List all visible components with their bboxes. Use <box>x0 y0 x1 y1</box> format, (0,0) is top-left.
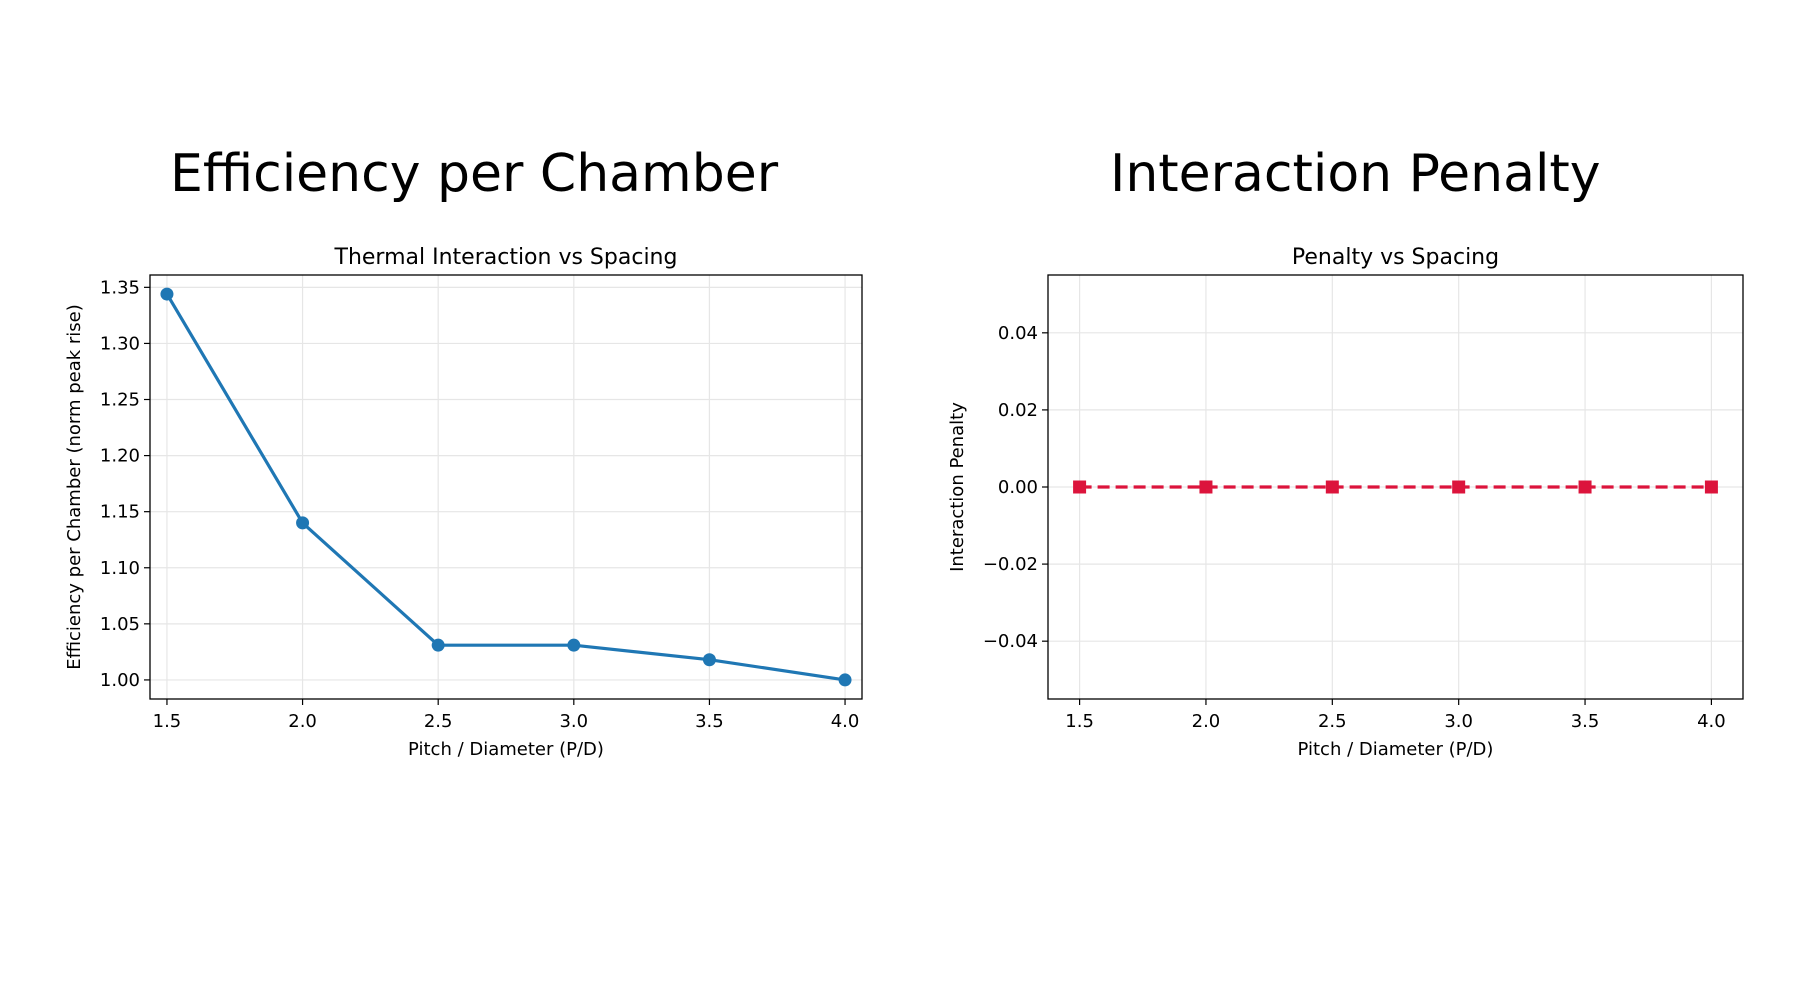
left-chart-data-point <box>160 287 174 301</box>
right-chart-data-point <box>1325 480 1339 494</box>
left-chart-ytick-label: 1.15 <box>100 502 140 523</box>
right-chart-title: Penalty vs Spacing <box>1292 245 1499 270</box>
left-chart-title: Thermal Interaction vs Spacing <box>334 245 678 270</box>
right-chart-xtick-label: 2.5 <box>1318 711 1347 732</box>
right-chart-xtick-label: 2.0 <box>1192 711 1221 732</box>
left-chart-data-point <box>567 638 581 652</box>
left-chart-xtick-label: 3.5 <box>695 711 724 732</box>
left-chart-ytick-label: 1.00 <box>100 670 140 691</box>
right-chart-ytick-label: −0.02 <box>983 554 1038 575</box>
right-chart-xlabel: Pitch / Diameter (P/D) <box>1298 739 1494 760</box>
left-chart-ytick-label: 1.35 <box>100 277 140 298</box>
left-chart-xtick-label: 2.0 <box>288 711 317 732</box>
left-chart-data-point <box>838 673 852 687</box>
left-chart-xtick-label: 2.5 <box>424 711 453 732</box>
right-chart-xtick-label: 1.5 <box>1065 711 1094 732</box>
right-chart-xtick-label: 4.0 <box>1697 711 1726 732</box>
right-panel-heading: Interaction Penalty <box>1110 144 1601 204</box>
left-chart-xtick-label: 3.0 <box>559 711 588 732</box>
left-chart-ylabel: Efficiency per Chamber (norm peak rise) <box>64 304 85 670</box>
left-chart-ytick-label: 1.20 <box>100 446 140 467</box>
right-chart-data-point <box>1452 480 1466 494</box>
left-chart-xtick-label: 1.5 <box>153 711 182 732</box>
right-chart-ytick-label: −0.04 <box>983 631 1038 652</box>
left-chart-data-point <box>296 516 310 530</box>
right-chart-ytick-label: 0.00 <box>998 477 1038 498</box>
left-chart-xtick-label: 4.0 <box>831 711 860 732</box>
left-chart-ytick-label: 1.05 <box>100 614 140 635</box>
left-chart-data-point <box>431 638 445 652</box>
right-chart-data-point <box>1073 480 1087 494</box>
right-chart-ytick-label: 0.04 <box>998 323 1038 344</box>
right-chart-xtick-label: 3.5 <box>1571 711 1600 732</box>
right-chart-ytick-label: 0.02 <box>998 400 1038 421</box>
left-chart-data-point <box>702 653 716 667</box>
right-chart-data-point <box>1578 480 1592 494</box>
left-chart-axes-frame <box>149 274 863 700</box>
right-chart-data-point <box>1199 480 1213 494</box>
left-panel-heading: Efficiency per Chamber <box>170 144 779 204</box>
left-chart-series-line <box>165 293 846 682</box>
left-chart-xlabel: Pitch / Diameter (P/D) <box>408 739 604 760</box>
left-chart-ytick-label: 1.30 <box>100 333 140 354</box>
left-chart-ytick-label: 1.10 <box>100 558 140 579</box>
left-chart-ytick-label: 1.25 <box>100 390 140 411</box>
right-chart-xtick-label: 3.0 <box>1444 711 1473 732</box>
right-chart-data-point <box>1704 480 1718 494</box>
right-chart-ylabel: Interaction Penalty <box>947 402 968 572</box>
